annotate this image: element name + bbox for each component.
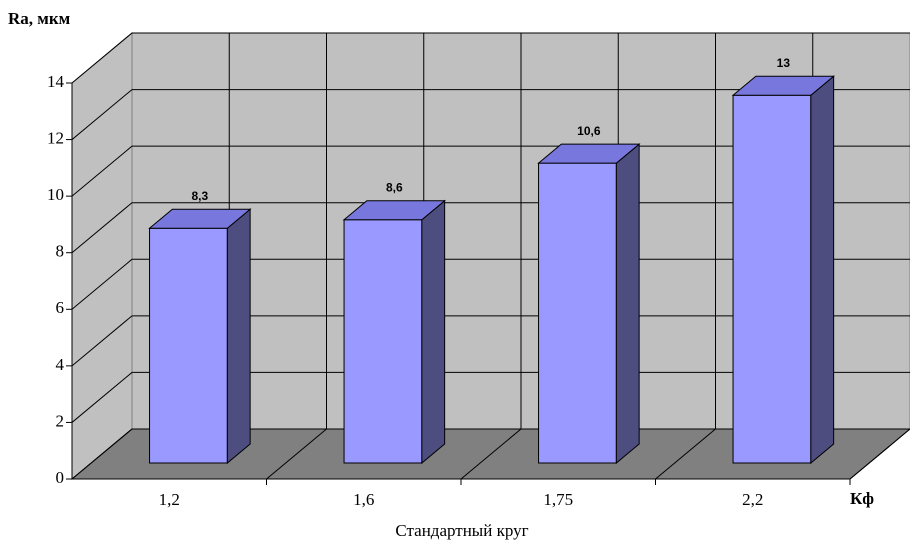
- value-label: 8,6: [386, 180, 403, 194]
- bar-side: [226, 208, 251, 465]
- grid-line: [71, 428, 910, 480]
- bar: [149, 227, 228, 464]
- bar: [732, 94, 812, 464]
- grid-line: [71, 89, 910, 140]
- bar-side: [615, 143, 640, 465]
- floor-divider: [460, 428, 522, 480]
- x-tick-label: 1,2: [159, 490, 180, 509]
- x-axis-title: Стандартный круг: [395, 521, 528, 540]
- grid-line: [71, 371, 910, 423]
- grid-line: [71, 315, 910, 367]
- x-axis-end-label: Кф: [850, 489, 874, 508]
- bar: [343, 219, 423, 464]
- side-wall: [71, 31, 133, 481]
- floor-divider: [655, 428, 716, 480]
- y-tick-label: 14: [47, 72, 65, 91]
- bar-side: [810, 75, 835, 465]
- y-tick-label: 4: [56, 355, 65, 374]
- y-tick-label: 2: [56, 411, 65, 430]
- value-label: 8,3: [192, 189, 209, 203]
- y-tick-label: 0: [56, 468, 65, 487]
- value-label: 13: [777, 56, 791, 70]
- grid-line: [71, 202, 910, 254]
- grid-line: [71, 32, 910, 84]
- y-tick-label: 12: [47, 128, 64, 147]
- x-tick-label: 1,75: [543, 490, 573, 509]
- bar-side: [421, 199, 446, 465]
- bar-top: [731, 75, 836, 96]
- grid-line: [71, 145, 910, 197]
- bar: [538, 162, 617, 464]
- y-axis-title: Ra, мкм: [8, 9, 71, 28]
- bar-top: [148, 208, 252, 229]
- grid-line: [71, 258, 910, 310]
- x-tick-label: 2,2: [742, 490, 763, 509]
- y-tick-label: 10: [47, 185, 64, 204]
- floor-divider: [849, 428, 910, 480]
- bar-top: [342, 200, 447, 221]
- value-label: 10,6: [577, 124, 601, 138]
- y-tick-label: 8: [56, 242, 65, 261]
- x-tick-label: 1,6: [353, 490, 374, 509]
- y-tick-label: 6: [56, 298, 65, 317]
- bar-top: [537, 143, 641, 164]
- floor-divider: [266, 428, 327, 480]
